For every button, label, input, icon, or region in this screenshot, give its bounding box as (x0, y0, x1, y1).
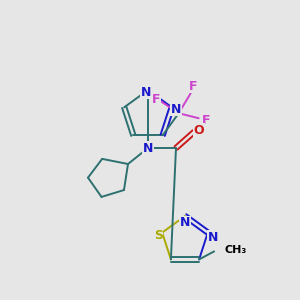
Text: F: F (188, 80, 197, 93)
Text: CH₃: CH₃ (224, 245, 246, 255)
Text: N: N (180, 217, 190, 230)
Text: N: N (171, 103, 181, 116)
Text: S: S (154, 229, 163, 242)
Text: N: N (208, 231, 218, 244)
Text: N: N (141, 85, 151, 98)
Text: O: O (194, 124, 204, 136)
Text: F: F (201, 114, 210, 127)
Text: N: N (143, 142, 153, 154)
Text: F: F (152, 93, 160, 106)
